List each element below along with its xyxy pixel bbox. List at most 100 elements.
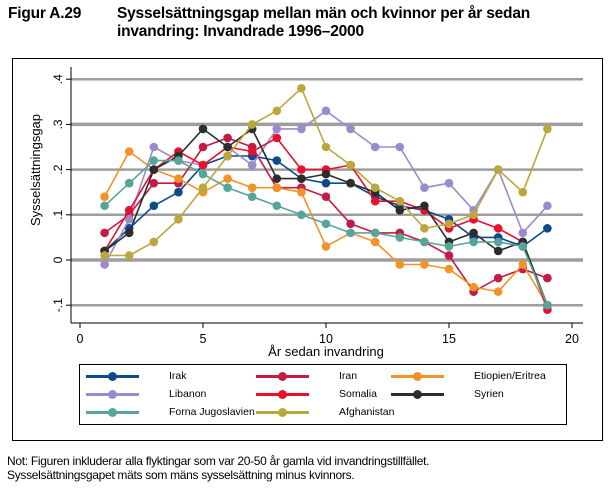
data-point-forna-jugoslavien: Forna Jugoslavien: 13, 0.05 — [395, 233, 405, 242]
data-point-afghanistan: Afghanistan: 6, 0.23 — [223, 151, 232, 161]
legend-swatch-forna-jugoslavien — [86, 404, 139, 420]
data-point-irak: Irak: 10, 0.17 — [321, 178, 331, 188]
data-point-etiopien-eritrea: Etiopien/Eritrea: 8, 0.16 — [272, 183, 282, 192]
legend-item-libanon: Libanon — [86, 386, 206, 402]
legend-item-syrien: Syrien — [391, 386, 504, 402]
data-point-afghanistan: Afghanistan: 4, 0.09 — [174, 215, 183, 224]
data-point-afghanistan: Afghanistan: 14, 0.07 — [420, 224, 429, 233]
legend-label: Libanon — [169, 388, 207, 400]
data-point-syrien: Syrien: 9, 0.18 — [297, 174, 306, 183]
data-point-irak: Irak: 4, 0.15 — [174, 187, 183, 197]
data-point-libanon: Libanon: 12, 0.25 — [370, 142, 380, 152]
data-point-afghanistan: Afghanistan: 1, 0.01 — [100, 251, 109, 260]
figure-note: Not: Figuren inkluderar alla flyktingar … — [7, 454, 429, 482]
chart-frame — [12, 58, 603, 441]
data-point-iran: Iran: 10, 0.14 — [321, 192, 331, 202]
data-point-libanon: Libanon: 2, 0.09 — [124, 215, 134, 224]
series-line-syrien — [104, 128, 549, 306]
data-point-libanon: Libanon: 9, 0.29 — [297, 124, 306, 134]
data-point-etiopien-eritrea: Etiopien/Eritrea: 14, -0.01 — [420, 260, 429, 269]
data-point-afghanistan: Afghanistan: 16, 0.1 — [469, 210, 478, 220]
figure-title: Sysselsättningsgap mellan män och kvinno… — [117, 5, 531, 40]
legend-item-etiopien-eritrea: Etiopien/Eritrea — [391, 368, 546, 384]
data-point-forna-jugoslavien: Forna Jugoslavien: 19, -0.1 — [543, 300, 552, 310]
note-line-2: Sysselsättningsgapet mäts som mäns sysse… — [7, 468, 355, 482]
data-point-iran: Iran: 15, 0.01 — [444, 251, 454, 260]
data-point-syrien: Syrien: 14, 0.12 — [420, 201, 429, 211]
data-point-irak: Irak: 19, 0.07 — [543, 224, 552, 233]
data-point-forna-jugoslavien: Forna Jugoslavien: 5, 0.19 — [198, 169, 208, 179]
data-point-etiopien-eritrea: Etiopien/Eritrea: 16, -0.06 — [469, 282, 478, 292]
legend-label: Forna Jugoslavien — [169, 406, 255, 418]
y-axis-label: Sysselsättningsgap — [28, 114, 43, 226]
data-point-syrien: Syrien: 8, 0.18 — [272, 174, 282, 183]
data-point-syrien: Syrien: 10, 0.19 — [321, 169, 331, 179]
legend-label: Afghanistan — [339, 406, 395, 418]
data-point-iran: Iran: 19, -0.04 — [543, 273, 552, 283]
series-afghanistan: Afghanistan: 1, 0.01 Afghanistan: 2, 0.01… — [100, 83, 552, 260]
data-point-iran: Iran: 5, 0.25 — [198, 142, 208, 152]
data-point-afghanistan: Afghanistan: 8, 0.33 — [272, 106, 282, 116]
series-syrien: Syrien: 1, 0.02Syrien: 2, 0.06Syrien: 3,… — [100, 124, 552, 310]
data-point-afghanistan: Afghanistan: 10, 0.25 — [321, 142, 331, 152]
data-point-libanon: Libanon: 14, 0.16 — [420, 183, 429, 192]
data-point-afghanistan: Afghanistan: 11, 0.21 — [346, 160, 355, 170]
data-point-iran: Iran: 6, 0.27 — [223, 133, 232, 143]
data-point-afghanistan: Afghanistan: 2, 0.01 — [124, 251, 134, 260]
data-point-etiopien-eritrea: Etiopien/Eritrea: 10, 0.03 — [321, 242, 331, 251]
data-point-afghanistan: Afghanistan: 19, 0.29 — [543, 124, 552, 134]
data-point-forna-jugoslavien: Forna Jugoslavien: 15, 0.03 — [444, 242, 454, 251]
data-point-forna-jugoslavien: Forna Jugoslavien: 17, 0.04 — [493, 237, 503, 247]
data-point-somalia: Somalia: 5, 0.21 — [198, 160, 208, 170]
data-point-somalia: Somalia: 9, 0.2 — [297, 165, 306, 174]
data-point-forna-jugoslavien: Forna Jugoslavien: 18, 0.03 — [518, 242, 528, 251]
data-point-forna-jugoslavien: Forna Jugoslavien: 9, 0.1 — [297, 210, 306, 220]
legend-swatch-somalia — [256, 386, 309, 402]
data-point-somalia: Somalia: 12, 0.13 — [370, 196, 380, 206]
legend-swatch-libanon — [86, 386, 139, 402]
y-tick-label: .1 — [51, 209, 65, 219]
data-point-libanon: Libanon: 18, 0.06 — [518, 228, 528, 238]
legend-label: Etiopien/Eritrea — [474, 370, 546, 382]
data-point-afghanistan: Afghanistan: 17, 0.2 — [493, 165, 503, 174]
x-tick-label: 10 — [319, 332, 333, 346]
data-point-syrien: Syrien: 2, 0.06 — [124, 228, 134, 238]
data-point-irak: Irak: 3, 0.12 — [149, 201, 159, 211]
data-point-etiopien-eritrea: Etiopien/Eritrea: 12, 0.04 — [370, 237, 380, 247]
data-point-irak: Irak: 8, 0.22 — [272, 156, 282, 165]
data-point-forna-jugoslavien: Forna Jugoslavien: 14, 0.04 — [420, 237, 429, 247]
data-point-iran: Iran: 11, 0.08 — [346, 219, 355, 229]
legend-item-forna-jugoslavien: Forna Jugoslavien — [86, 404, 255, 420]
y-tick-label: .2 — [51, 164, 65, 174]
data-point-afghanistan: Afghanistan: 5, 0.16 — [198, 183, 208, 192]
data-point-syrien: Syrien: 17, 0.02 — [493, 246, 503, 256]
legend-swatch-iran — [256, 368, 309, 384]
data-point-libanon: Libanon: 3, 0.25 — [149, 142, 159, 152]
data-point-syrien: Syrien: 3, 0.2 — [149, 165, 159, 174]
data-point-libanon: Libanon: 7, 0.21 — [247, 160, 257, 170]
data-point-forna-jugoslavien: Forna Jugoslavien: 16, 0.04 — [469, 237, 478, 247]
y-tick-label: 0 — [51, 256, 65, 263]
data-point-afghanistan: Afghanistan: 3, 0.04 — [149, 237, 159, 247]
legend: Irak Iran Etiopien/Eritrea Libanon Somalia Sy… — [79, 364, 567, 425]
data-point-forna-jugoslavien: Forna Jugoslavien: 2, 0.17 — [124, 178, 134, 188]
data-point-etiopien-eritrea: Etiopien/Eritrea: 9, 0.15 — [297, 187, 306, 197]
data-point-somalia: Somalia: 2, 0.11 — [124, 205, 134, 215]
x-tick-label: 5 — [200, 332, 207, 346]
data-point-iran: Iran: 17, -0.04 — [493, 273, 503, 283]
legend-swatch-afghanistan — [256, 404, 309, 420]
data-point-iran: Iran: 3, 0.17 — [149, 178, 159, 188]
data-point-forna-jugoslavien: Forna Jugoslavien: 8, 0.12 — [272, 201, 282, 211]
data-point-libanon: Libanon: 11, 0.29 — [346, 124, 355, 134]
data-point-syrien: Syrien: 6, 0.25 — [223, 142, 232, 152]
legend-label: Irak — [169, 370, 187, 382]
figure-number: Figur A.29 — [8, 5, 82, 22]
legend-item-irak: Irak — [86, 368, 187, 384]
data-point-syrien: Syrien: 13, 0.11 — [395, 205, 405, 215]
data-point-afghanistan: Afghanistan: 7, 0.3 — [247, 120, 257, 129]
legend-swatch-irak — [86, 368, 139, 384]
data-point-libanon: Libanon: 8, 0.29 — [272, 124, 282, 134]
data-point-forna-jugoslavien: Forna Jugoslavien: 11, 0.06 — [346, 228, 355, 238]
data-point-afghanistan: Afghanistan: 18, 0.15 — [518, 187, 528, 197]
legend-item-iran: Iran — [256, 368, 357, 384]
